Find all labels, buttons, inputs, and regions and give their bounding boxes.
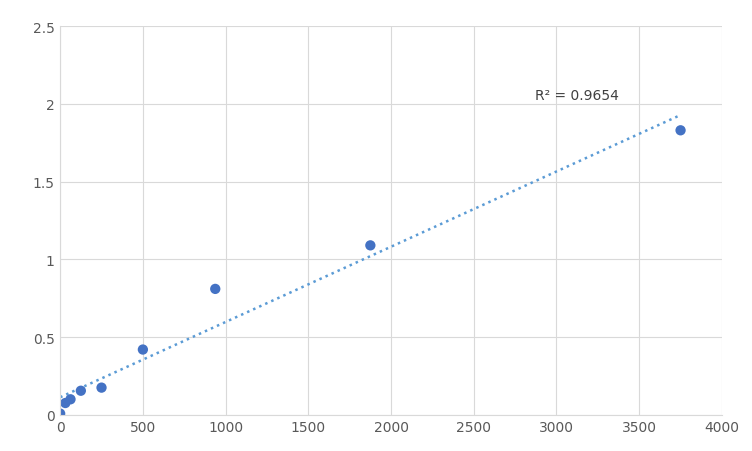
Point: [59, 400, 71, 407]
Point: [54, 410, 66, 417]
Point: [65, 396, 77, 403]
Point: [364, 242, 376, 249]
Point: [137, 346, 149, 354]
Point: [675, 127, 687, 134]
Point: [209, 285, 221, 293]
Point: [75, 387, 86, 395]
Text: R² = 0.9654: R² = 0.9654: [535, 89, 619, 103]
Point: [96, 384, 108, 391]
